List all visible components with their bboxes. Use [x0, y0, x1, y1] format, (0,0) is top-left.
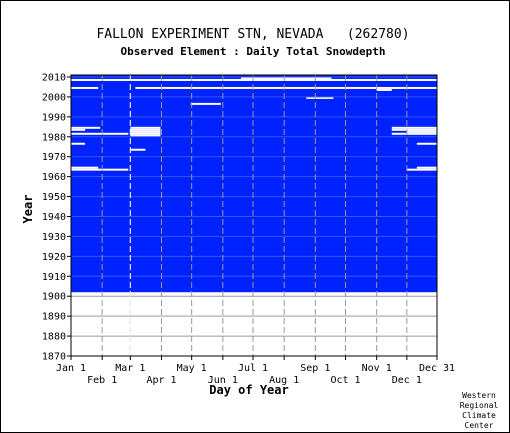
- missing-data-gap: [416, 166, 437, 169]
- missing-data-gap: [391, 128, 437, 131]
- y-tick-label: 2000: [42, 92, 66, 103]
- x-tick-label: Mar 1: [115, 363, 145, 374]
- missing-data-gap: [71, 142, 86, 145]
- x-tick-label: Aug 1: [269, 375, 299, 386]
- y-tick-label: 2010: [42, 72, 66, 83]
- missing-data-gap: [391, 132, 437, 135]
- x-tick-label: Jan 1: [56, 363, 86, 374]
- credit-line-4: Center: [465, 421, 494, 430]
- x-tick-label: Feb 1: [87, 375, 117, 386]
- missing-data-gap: [71, 132, 129, 135]
- x-tick-label: Sep 1: [300, 363, 330, 374]
- missing-data-gap: [376, 88, 392, 91]
- y-axis-label: Year: [21, 195, 35, 224]
- missing-data-gap: [306, 96, 334, 99]
- credit-line-3: Climate: [462, 411, 496, 420]
- x-axis-ticks: Jan 1 Mar 1 May 1 Jul 1 Sep 1 Nov 1 Dec 31 Feb …: [56, 356, 455, 386]
- plot-border: [70, 74, 438, 357]
- missing-data-gap: [130, 132, 161, 135]
- missing-data-gap: [71, 128, 86, 131]
- y-tick-label: 1990: [42, 112, 66, 123]
- x-tick-label: May 1: [177, 363, 207, 374]
- x-tick-label: Jul 1: [238, 363, 268, 374]
- missing-data-gap: [71, 126, 101, 129]
- y-tick-label: 1970: [42, 152, 66, 163]
- y-tick-label: 1920: [42, 252, 66, 263]
- missing-data-gap: [71, 166, 99, 169]
- missing-data-gap: [130, 126, 161, 129]
- y-tick-label: 1950: [42, 192, 66, 203]
- missing-data-gap: [71, 168, 129, 171]
- x-axis-label: Day of Year: [209, 383, 288, 397]
- x-tick-label: Jun 1: [208, 375, 238, 386]
- missing-data-gap: [135, 86, 437, 89]
- y-tick-label: 1890: [42, 312, 66, 323]
- y-tick-label: 1940: [42, 212, 66, 223]
- missing-data-gap: [71, 78, 437, 81]
- missing-data-gap: [416, 142, 437, 145]
- missing-data-gap: [71, 86, 99, 89]
- missing-data-gap: [190, 102, 221, 105]
- chart-title: FALLON EXPERIMENT STN, NEVADA (262780): [96, 27, 409, 42]
- x-tick-label: Nov 1: [362, 363, 392, 374]
- missing-data-gap: [391, 126, 437, 129]
- y-tick-label: 1880: [42, 332, 66, 343]
- y-tick-label: 1870: [42, 352, 66, 363]
- x-tick-label: Oct 1: [330, 375, 360, 386]
- missing-data-gap: [130, 128, 161, 131]
- credit-line-1: Western: [462, 391, 496, 400]
- x-tick-label: Dec 31: [419, 363, 455, 374]
- x-tick-label: Apr 1: [146, 375, 176, 386]
- observed-data-block: [71, 75, 437, 293]
- missing-data-gap: [406, 168, 437, 171]
- y-tick-label: 1960: [42, 172, 66, 183]
- y-tick-label: 1930: [42, 232, 66, 243]
- x-tick-label: Dec 1: [392, 375, 422, 386]
- chart-subtitle: Observed Element : Daily Total Snowdepth: [121, 45, 386, 58]
- missing-data-gap: [130, 134, 161, 137]
- missing-data-gap: [240, 76, 332, 79]
- missing-data-gap: [406, 130, 437, 133]
- credit-block: Western Regional Climate Center: [460, 391, 499, 430]
- y-axis-ticks: 1870 1880 1890 1900 1910 1920 1930 1940 1950 1960…: [42, 72, 71, 363]
- missing-data-gap: [130, 130, 161, 133]
- plot-area: [71, 75, 437, 356]
- missing-data-gap: [130, 148, 146, 151]
- gridlines: [70, 74, 438, 357]
- y-tick-label: 1980: [42, 132, 66, 143]
- y-tick-label: 1910: [42, 272, 66, 283]
- y-tick-label: 1900: [42, 292, 66, 303]
- credit-line-2: Regional: [460, 401, 499, 410]
